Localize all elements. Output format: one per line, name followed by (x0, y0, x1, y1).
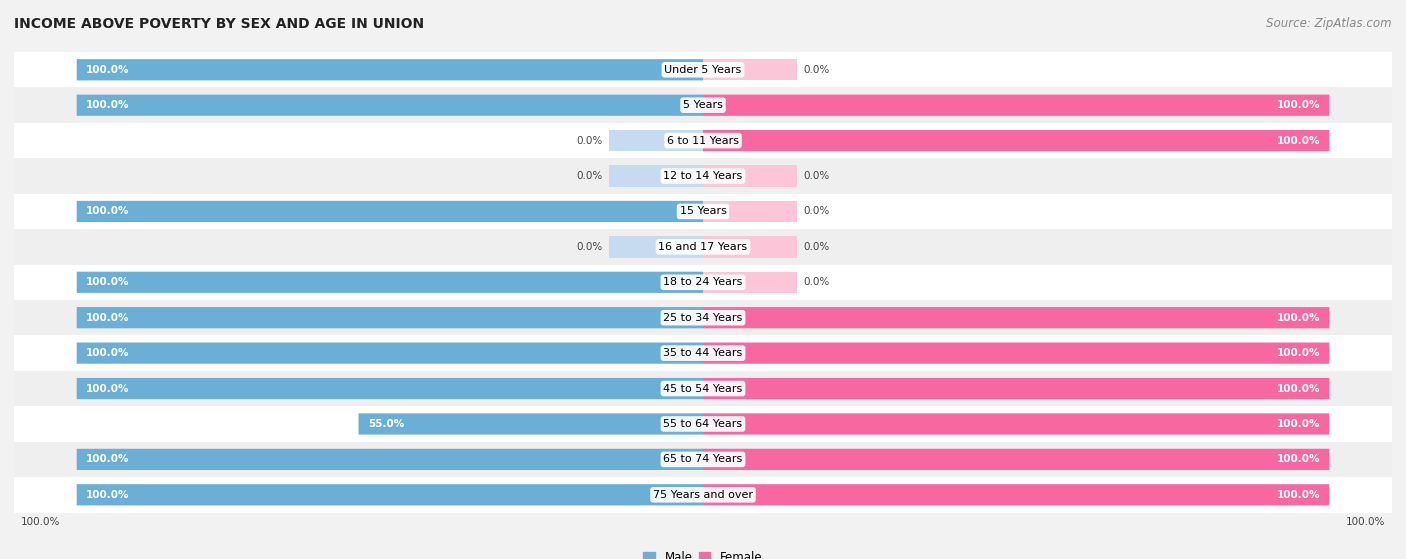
Bar (703, 201, 797, 222)
Text: 100.0%: 100.0% (20, 517, 59, 527)
Text: 100.0%: 100.0% (86, 348, 129, 358)
Text: 15 Years: 15 Years (679, 206, 727, 216)
Bar (703, 236, 797, 258)
Text: Source: ZipAtlas.com: Source: ZipAtlas.com (1267, 17, 1392, 30)
Bar (14, 52, 1392, 88)
Text: 100.0%: 100.0% (1277, 136, 1320, 146)
Bar (703, 378, 1329, 399)
Text: 100.0%: 100.0% (1277, 454, 1320, 465)
Text: Under 5 Years: Under 5 Years (665, 65, 741, 75)
Bar (703, 484, 1329, 505)
Text: 0.0%: 0.0% (803, 171, 830, 181)
Text: 100.0%: 100.0% (1277, 312, 1320, 323)
Bar (14, 442, 1392, 477)
Bar (609, 130, 703, 151)
Bar (77, 307, 703, 328)
Text: 100.0%: 100.0% (1277, 383, 1320, 394)
Bar (703, 307, 1329, 328)
Text: 100.0%: 100.0% (86, 277, 129, 287)
Bar (609, 236, 703, 258)
Bar (703, 413, 1329, 434)
Text: INCOME ABOVE POVERTY BY SEX AND AGE IN UNION: INCOME ABOVE POVERTY BY SEX AND AGE IN U… (14, 17, 425, 31)
Text: 100.0%: 100.0% (86, 206, 129, 216)
Text: 0.0%: 0.0% (803, 277, 830, 287)
Text: 100.0%: 100.0% (1277, 100, 1320, 110)
Bar (14, 406, 1392, 442)
Text: 25 to 34 Years: 25 to 34 Years (664, 312, 742, 323)
Text: 100.0%: 100.0% (1277, 348, 1320, 358)
Text: 100.0%: 100.0% (1277, 419, 1320, 429)
Text: 65 to 74 Years: 65 to 74 Years (664, 454, 742, 465)
Text: 5 Years: 5 Years (683, 100, 723, 110)
Bar (14, 229, 1392, 264)
Bar (77, 378, 703, 399)
Bar (703, 94, 1329, 116)
Text: 0.0%: 0.0% (803, 242, 830, 252)
Bar (77, 449, 703, 470)
Text: 100.0%: 100.0% (86, 65, 129, 75)
Text: 0.0%: 0.0% (576, 136, 603, 146)
Bar (609, 165, 703, 187)
Bar (77, 201, 703, 222)
Bar (703, 449, 1329, 470)
Text: 35 to 44 Years: 35 to 44 Years (664, 348, 742, 358)
Text: 0.0%: 0.0% (803, 65, 830, 75)
Bar (77, 272, 703, 293)
Text: 100.0%: 100.0% (86, 312, 129, 323)
Text: 75 Years and over: 75 Years and over (652, 490, 754, 500)
Bar (77, 343, 703, 364)
Bar (14, 371, 1392, 406)
Bar (703, 59, 797, 80)
Bar (703, 272, 797, 293)
Text: 0.0%: 0.0% (803, 206, 830, 216)
Bar (359, 413, 703, 434)
Text: 55 to 64 Years: 55 to 64 Years (664, 419, 742, 429)
Bar (14, 88, 1392, 123)
Text: 6 to 11 Years: 6 to 11 Years (666, 136, 740, 146)
Text: 100.0%: 100.0% (86, 454, 129, 465)
Bar (14, 123, 1392, 158)
Text: 55.0%: 55.0% (368, 419, 404, 429)
Text: 16 and 17 Years: 16 and 17 Years (658, 242, 748, 252)
Bar (703, 130, 1329, 151)
Bar (77, 94, 703, 116)
Bar (14, 335, 1392, 371)
Text: 18 to 24 Years: 18 to 24 Years (664, 277, 742, 287)
Text: 100.0%: 100.0% (86, 100, 129, 110)
Text: 12 to 14 Years: 12 to 14 Years (664, 171, 742, 181)
Bar (703, 343, 1329, 364)
Bar (703, 165, 797, 187)
Bar (14, 194, 1392, 229)
Legend: Male, Female: Male, Female (638, 546, 768, 559)
Text: 0.0%: 0.0% (576, 171, 603, 181)
Text: 100.0%: 100.0% (86, 490, 129, 500)
Text: 100.0%: 100.0% (86, 383, 129, 394)
Text: 45 to 54 Years: 45 to 54 Years (664, 383, 742, 394)
Bar (77, 59, 703, 80)
Bar (14, 158, 1392, 194)
Bar (77, 484, 703, 505)
Text: 100.0%: 100.0% (1347, 517, 1386, 527)
Text: 100.0%: 100.0% (1277, 490, 1320, 500)
Bar (14, 300, 1392, 335)
Bar (14, 264, 1392, 300)
Bar (14, 477, 1392, 513)
Text: 0.0%: 0.0% (576, 242, 603, 252)
